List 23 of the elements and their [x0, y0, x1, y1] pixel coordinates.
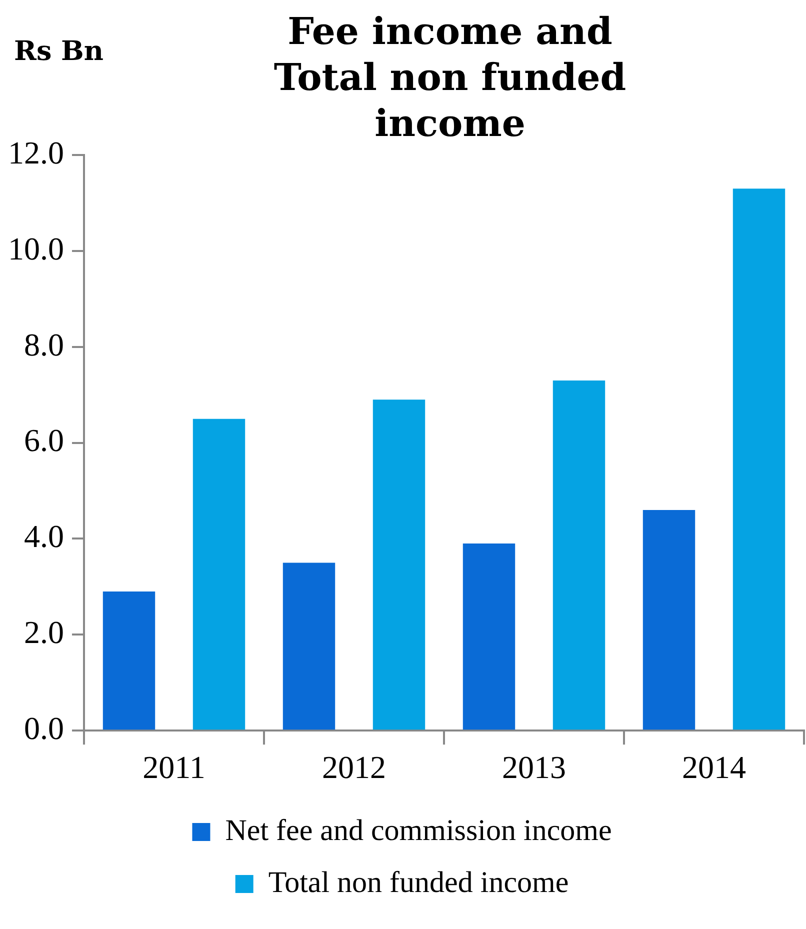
y-tick-label: 8.0 — [24, 326, 64, 362]
y-tick-label: 2.0 — [24, 614, 64, 650]
x-tick-label: 2011 — [142, 749, 206, 786]
legend-label: Total non funded income — [268, 866, 569, 899]
y-axis-title: Rs Bn — [14, 36, 104, 67]
y-tick-label: 12.0 — [8, 134, 64, 170]
bar — [732, 188, 786, 730]
y-tick-label: 6.0 — [24, 422, 64, 458]
bar — [462, 544, 516, 730]
x-tick-label: 2012 — [322, 749, 386, 786]
bar — [102, 591, 156, 730]
bar — [372, 400, 426, 730]
y-tick-label: 4.0 — [24, 518, 64, 554]
bar — [282, 562, 336, 730]
y-tick-label: 10.0 — [8, 230, 64, 266]
bar — [642, 510, 696, 730]
x-tick-label: 2013 — [502, 749, 566, 786]
x-tick-label: 2014 — [682, 749, 746, 786]
bar — [192, 418, 246, 730]
y-tick-label: 0.0 — [24, 710, 64, 746]
legend-label: Net fee and commission income — [225, 814, 612, 847]
chart-title: Fee income and Total non funded income — [272, 8, 628, 146]
bar — [552, 380, 606, 730]
